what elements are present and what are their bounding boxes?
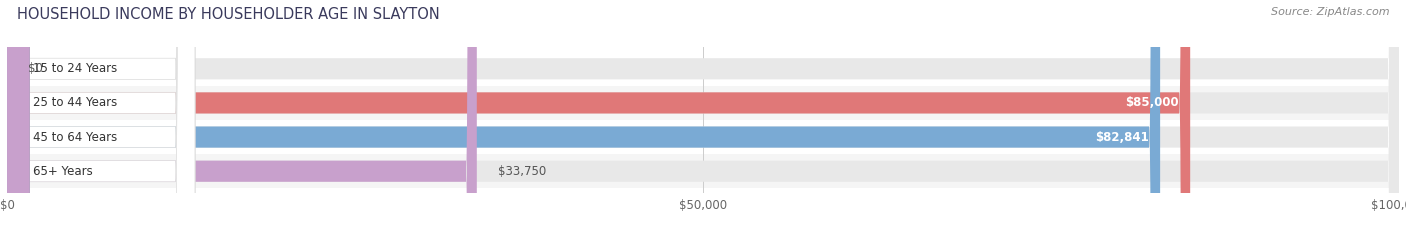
FancyBboxPatch shape — [7, 0, 30, 233]
FancyBboxPatch shape — [7, 0, 195, 233]
Text: 15 to 24 Years: 15 to 24 Years — [34, 62, 118, 75]
FancyBboxPatch shape — [7, 0, 1399, 233]
FancyBboxPatch shape — [7, 0, 30, 233]
FancyBboxPatch shape — [7, 0, 1399, 233]
FancyBboxPatch shape — [7, 0, 477, 233]
Text: $85,000: $85,000 — [1125, 96, 1180, 110]
FancyBboxPatch shape — [7, 0, 195, 233]
FancyBboxPatch shape — [7, 154, 1399, 188]
FancyBboxPatch shape — [7, 52, 1399, 86]
FancyBboxPatch shape — [7, 0, 1399, 233]
FancyBboxPatch shape — [7, 0, 30, 233]
FancyBboxPatch shape — [7, 0, 195, 233]
FancyBboxPatch shape — [7, 0, 30, 233]
FancyBboxPatch shape — [7, 0, 1399, 233]
Text: Source: ZipAtlas.com: Source: ZipAtlas.com — [1271, 7, 1389, 17]
FancyBboxPatch shape — [7, 0, 1160, 233]
Text: $33,750: $33,750 — [498, 165, 546, 178]
Text: 25 to 44 Years: 25 to 44 Years — [34, 96, 118, 110]
Text: $0: $0 — [28, 62, 42, 75]
FancyBboxPatch shape — [7, 120, 1399, 154]
Text: 65+ Years: 65+ Years — [34, 165, 93, 178]
Text: 45 to 64 Years: 45 to 64 Years — [34, 130, 118, 144]
FancyBboxPatch shape — [7, 86, 1399, 120]
FancyBboxPatch shape — [7, 0, 1191, 233]
Text: HOUSEHOLD INCOME BY HOUSEHOLDER AGE IN SLAYTON: HOUSEHOLD INCOME BY HOUSEHOLDER AGE IN S… — [17, 7, 440, 22]
Text: $82,841: $82,841 — [1095, 130, 1149, 144]
FancyBboxPatch shape — [7, 0, 195, 233]
